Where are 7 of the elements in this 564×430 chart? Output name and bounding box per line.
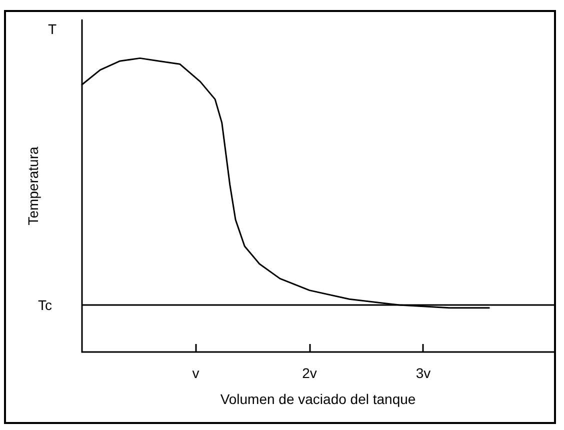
y-axis-title: Temperatura bbox=[25, 146, 41, 226]
x-axis-title: Volumen de vaciado del tanque bbox=[220, 391, 416, 407]
x-tick-label: 2v bbox=[302, 365, 317, 381]
x-tick-label: 3v bbox=[416, 365, 431, 381]
x-tick-label: v bbox=[192, 365, 200, 381]
text: T bbox=[48, 21, 57, 37]
ref-line-label: Tc bbox=[38, 296, 52, 313]
